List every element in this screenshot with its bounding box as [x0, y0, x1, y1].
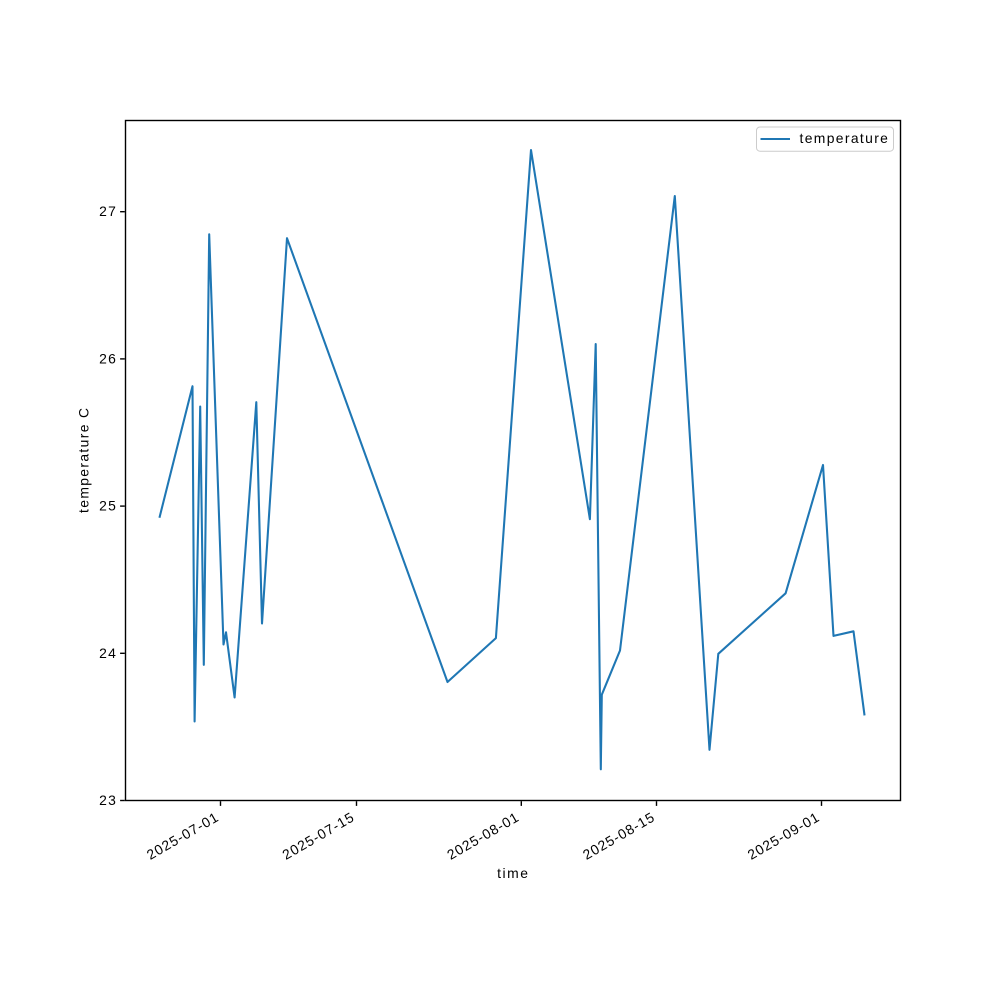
svg-text:24: 24	[99, 645, 117, 661]
svg-text:25: 25	[99, 498, 117, 514]
svg-text:temperature C: temperature C	[76, 407, 92, 513]
svg-text:26: 26	[99, 350, 117, 366]
svg-text:2025-07-01: 2025-07-01	[144, 809, 222, 863]
svg-text:2025-07-15: 2025-07-15	[279, 809, 357, 863]
svg-text:temperature: temperature	[800, 130, 890, 146]
svg-text:27: 27	[99, 203, 117, 219]
svg-text:time: time	[497, 865, 529, 881]
svg-text:2025-09-01: 2025-09-01	[745, 809, 823, 863]
svg-text:23: 23	[99, 792, 117, 808]
svg-text:2025-08-01: 2025-08-01	[444, 809, 522, 863]
svg-text:2025-08-15: 2025-08-15	[580, 809, 658, 863]
